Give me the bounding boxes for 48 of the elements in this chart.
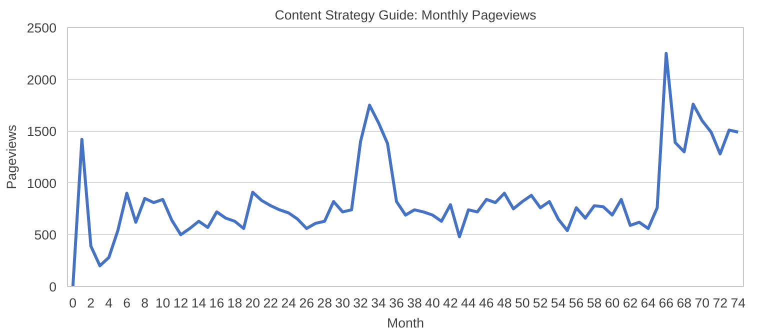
x-tick-label: 2 <box>87 296 95 310</box>
x-tick-label: 68 <box>676 296 692 310</box>
x-tick-label: 16 <box>209 296 224 310</box>
x-tick-label: 36 <box>389 296 404 310</box>
x-tick-label: 6 <box>123 296 131 310</box>
y-axis-title: Pageviews <box>4 124 19 190</box>
x-tick-label: 72 <box>712 296 728 310</box>
y-tick-label: 2500 <box>26 20 57 36</box>
x-tick-label: 56 <box>568 296 584 310</box>
x-tick-label: 22 <box>263 296 278 310</box>
x-tick-label: 38 <box>407 296 422 310</box>
x-tick-label: 34 <box>371 296 387 310</box>
x-tick-label: 20 <box>245 296 260 310</box>
line-series <box>71 52 740 286</box>
x-tick-label: 60 <box>604 296 620 310</box>
x-tick-label: 64 <box>640 296 656 310</box>
x-tick-label: 28 <box>317 296 332 310</box>
x-tick-label: 12 <box>173 296 188 310</box>
x-tick-label: 24 <box>281 296 297 310</box>
x-tick-label: 26 <box>299 296 314 310</box>
x-tick-label: 14 <box>191 296 207 310</box>
x-tick-label: 54 <box>550 296 566 310</box>
x-tick-label: 30 <box>335 296 350 310</box>
x-tick-label: 52 <box>532 296 548 310</box>
x-tick-label: 10 <box>155 296 170 310</box>
x-tick-label: 40 <box>425 296 440 310</box>
x-tick-label: 46 <box>478 296 494 310</box>
x-tick-label: 58 <box>586 296 602 310</box>
x-tick-label: 8 <box>141 296 149 310</box>
y-tick-label: 0 <box>49 280 57 294</box>
y-tick-label: 2000 <box>26 72 57 88</box>
x-tick-label: 70 <box>694 296 710 310</box>
x-tick-label: 50 <box>514 296 530 310</box>
chart-title: Content Strategy Guide: Monthly Pageviews <box>274 8 537 22</box>
x-tick-label: 42 <box>443 296 458 310</box>
x-tick-label: 48 <box>496 296 512 310</box>
x-tick-label: 18 <box>227 296 242 310</box>
x-tick-label: 44 <box>461 296 476 310</box>
x-tick-label: 66 <box>658 296 674 310</box>
x-tick-label: 62 <box>622 296 638 310</box>
x-tick-label: 0 <box>69 296 77 310</box>
x-tick-label: 4 <box>105 296 114 310</box>
x-tick-label: 32 <box>353 296 368 310</box>
y-tick-label: 1500 <box>26 124 57 140</box>
y-tick-label: 1000 <box>26 176 57 191</box>
x-tick-label: 74 <box>730 296 746 310</box>
y-tick-label: 500 <box>34 228 57 243</box>
x-axis-title: Month <box>386 316 424 330</box>
